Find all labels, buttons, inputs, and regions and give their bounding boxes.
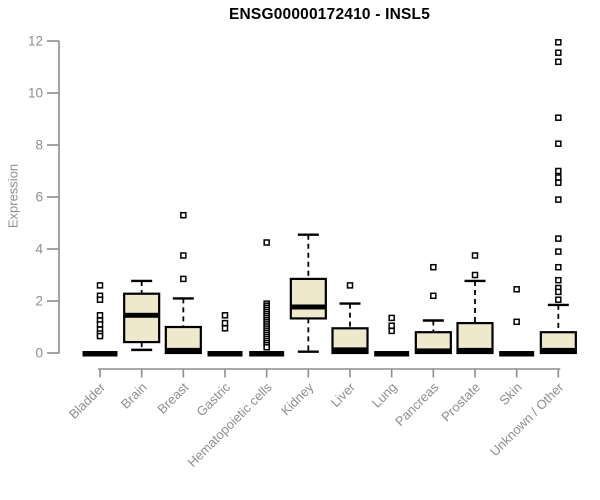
outlier-point — [555, 174, 562, 181]
outlier-point — [263, 239, 270, 246]
y-tick-label: 2 — [35, 294, 43, 309]
boxplot-unknown-other — [539, 39, 577, 355]
median-line — [457, 347, 493, 353]
iqr-box — [289, 277, 327, 320]
iqr-box — [123, 292, 161, 344]
outlier-point — [96, 332, 104, 340]
boxplot-hematopoietic-cells — [249, 239, 285, 357]
outlier-point — [96, 321, 104, 328]
outlier-point — [555, 179, 562, 186]
boxplot-lung — [374, 314, 410, 357]
outlier-point — [555, 288, 562, 296]
category-label-brain: Brain — [118, 380, 150, 412]
outlier-point — [555, 263, 562, 271]
category-label-unknown-other: Unknown / Other — [487, 379, 567, 459]
category-label-lung: Lung — [369, 380, 400, 411]
outlier-point — [221, 325, 229, 332]
outlier-point — [555, 140, 562, 147]
boxplot-prostate — [456, 252, 494, 355]
y-tick-label: 10 — [28, 86, 43, 101]
y-tick-label: 6 — [35, 190, 43, 205]
category-label-kidney: Kidney — [278, 379, 317, 418]
outlier-point — [221, 319, 229, 327]
category-label-gastric: Gastric — [193, 379, 233, 419]
boxplot-bladder — [82, 282, 118, 357]
outlier-point — [96, 312, 104, 319]
outlier-point — [388, 327, 395, 335]
category-label-prostate: Prostate — [438, 380, 483, 425]
flat-box — [82, 351, 118, 357]
outlier-point — [180, 252, 187, 259]
flat-box — [374, 351, 410, 357]
outlier-point — [555, 296, 562, 303]
outlier-point — [430, 263, 437, 271]
y-tick-label: 8 — [35, 138, 43, 153]
outlier-point — [263, 344, 270, 351]
outlier-point — [221, 312, 229, 319]
median-line — [290, 304, 326, 310]
outlier-point — [555, 49, 562, 56]
outlier-point — [555, 167, 562, 175]
outlier-point — [555, 235, 562, 242]
boxplot-skin — [499, 286, 535, 357]
outlier-point — [555, 196, 562, 203]
median-line — [332, 347, 368, 353]
y-tick-label: 4 — [35, 242, 43, 257]
flat-box — [207, 351, 243, 357]
category-label-bladder: Bladder — [66, 379, 109, 422]
median-line — [415, 348, 451, 354]
category-label-breast: Breast — [154, 379, 191, 416]
outlier-point — [555, 39, 562, 46]
y-tick-label: 0 — [35, 346, 43, 361]
y-tick-label: 12 — [28, 34, 43, 49]
outlier-point — [388, 322, 395, 329]
chart-title: ENSG00000172410 - INSL5 — [228, 6, 431, 23]
outlier-point — [513, 318, 520, 326]
boxplot-kidney — [289, 233, 327, 353]
category-label-pancreas: Pancreas — [392, 379, 442, 429]
outlier-point — [555, 248, 562, 255]
outlier-point — [513, 286, 520, 293]
boxplot-pancreas — [414, 263, 452, 355]
outlier-point — [555, 58, 562, 66]
category-label-skin: Skin — [496, 380, 524, 408]
outlier-point — [555, 114, 562, 121]
median-line — [165, 347, 201, 353]
boxplot-liver — [331, 282, 369, 355]
outlier-point — [388, 314, 395, 322]
flat-box — [499, 351, 535, 357]
flat-box — [249, 351, 285, 357]
boxplot-gastric — [207, 312, 243, 357]
outlier-point — [346, 282, 354, 289]
outlier-point — [471, 252, 479, 259]
outlier-point — [555, 276, 562, 284]
outlier-point — [96, 282, 104, 289]
iqr-box — [539, 331, 577, 355]
outlier-point — [96, 296, 104, 303]
boxplot-breast — [164, 211, 202, 355]
boxplot-brain — [123, 279, 161, 352]
outlier-point — [430, 292, 437, 300]
outlier-point — [471, 271, 479, 279]
outlier-point — [180, 211, 187, 219]
median-line — [540, 347, 576, 353]
outlier-point — [180, 275, 187, 283]
median-line — [124, 312, 160, 318]
category-label-liver: Liver — [328, 379, 359, 410]
